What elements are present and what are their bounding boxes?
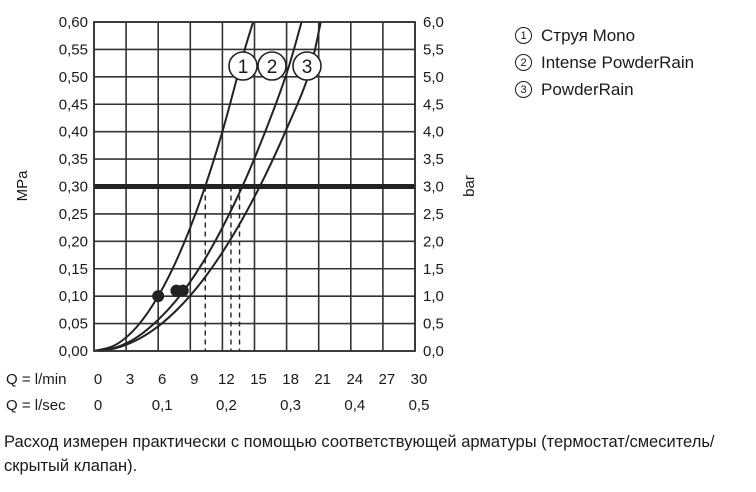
y-right-tick-label: 6,0 bbox=[423, 14, 444, 31]
series-number-marker bbox=[257, 51, 287, 81]
series-3 bbox=[94, 22, 322, 351]
legend-item: 2 Intense PowderRain bbox=[515, 49, 694, 76]
y-left-tick-label: 0,50 bbox=[59, 69, 88, 86]
x-lmin-tick-label: 3 bbox=[126, 371, 134, 388]
x-lmin-tick-label: 18 bbox=[282, 371, 299, 388]
x-lsec-tick-label: 0,5 bbox=[409, 397, 430, 414]
y-right-tick-label: 4,5 bbox=[423, 96, 444, 113]
y-left-tick-label: 0,35 bbox=[59, 151, 88, 168]
y-right-tick-label: 5,5 bbox=[423, 41, 444, 58]
x-lmin-tick-label: 24 bbox=[346, 371, 363, 388]
x-lmin-tick-label: 15 bbox=[250, 371, 267, 388]
y-right-axis-label: bar bbox=[461, 175, 478, 197]
series-number-marker bbox=[292, 51, 322, 81]
y-left-tick-label: 0,00 bbox=[59, 343, 88, 360]
series-2 bbox=[94, 22, 303, 351]
y-right-tick-label: 5,0 bbox=[423, 69, 444, 86]
y-left-tick-label: 0,05 bbox=[59, 316, 88, 333]
series-operating-point bbox=[152, 290, 165, 303]
y-right-tick-label: 0,0 bbox=[423, 343, 444, 360]
x-lmin-tick-label: 6 bbox=[158, 371, 166, 388]
x-lmin-tick-label: 30 bbox=[411, 371, 428, 388]
x-lsec-tick-label: 0,3 bbox=[280, 397, 301, 414]
legend-marker: 2 bbox=[515, 54, 532, 71]
chart-caption: Расход измерен практически с помощью соо… bbox=[4, 433, 715, 475]
x-lsec-tick-label: 0 bbox=[94, 397, 102, 414]
series-number-marker bbox=[228, 51, 258, 81]
y-right-tick-label: 3,0 bbox=[423, 179, 444, 196]
series-number-label: 2 bbox=[267, 57, 278, 78]
y-right-tick-label: 0,5 bbox=[423, 316, 444, 333]
series-line bbox=[94, 22, 303, 351]
y-left-tick-label: 0,15 bbox=[59, 261, 88, 278]
y-left-tick-label: 0,45 bbox=[59, 96, 88, 113]
x-lmin-tick-label: 27 bbox=[379, 371, 396, 388]
y-left-tick-label: 0,60 bbox=[59, 14, 88, 31]
x-lmin-tick-label: 9 bbox=[190, 371, 198, 388]
tick-labels: 0,000,050,100,150,200,250,300,350,400,45… bbox=[6, 14, 478, 414]
legend-label: Intense PowderRain bbox=[541, 52, 695, 72]
chart-axes bbox=[93, 21, 416, 352]
y-left-tick-label: 0,55 bbox=[59, 41, 88, 58]
series-number-label: 1 bbox=[238, 57, 249, 78]
y-right-tick-label: 1,0 bbox=[423, 288, 444, 305]
x-lmin-tick-label: 12 bbox=[218, 371, 235, 388]
legend: 1 Струя Mono 2 Intense PowderRain 3 Powd… bbox=[515, 22, 694, 103]
plot-frame bbox=[93, 21, 416, 352]
legend-item: 3 PowderRain bbox=[515, 76, 694, 103]
x-lsec-tick-label: 0,2 bbox=[216, 397, 237, 414]
x-lsec-tick-label: 0,1 bbox=[152, 397, 173, 414]
x-lsec-tick-label: 0,4 bbox=[344, 397, 365, 414]
y-right-tick-label: 1,5 bbox=[423, 261, 444, 278]
x-lsec-axis-label: Q = l/sec bbox=[6, 397, 66, 414]
y-left-tick-label: 0,10 bbox=[59, 288, 88, 305]
y-left-tick-label: 0,30 bbox=[59, 179, 88, 196]
legend-item: 1 Струя Mono bbox=[515, 22, 694, 49]
y-left-axis-label: MPa bbox=[14, 170, 31, 202]
y-right-tick-label: 2,5 bbox=[423, 206, 444, 223]
x-lmin-axis-label: Q = l/min bbox=[6, 371, 66, 388]
y-right-tick-label: 4,0 bbox=[423, 124, 444, 141]
y-right-tick-label: 2,0 bbox=[423, 233, 444, 250]
legend-label: Струя Mono bbox=[541, 25, 636, 45]
series-operating-point bbox=[176, 284, 189, 297]
series-number-label: 3 bbox=[302, 57, 313, 78]
series-line bbox=[94, 22, 322, 351]
y-left-tick-label: 0,20 bbox=[59, 233, 88, 250]
x-lmin-tick-label: 21 bbox=[314, 371, 331, 388]
y-right-tick-label: 3,5 bbox=[423, 151, 444, 168]
x-lmin-tick-label: 0 bbox=[94, 371, 102, 388]
legend-marker: 3 bbox=[515, 81, 532, 98]
y-left-tick-label: 0,25 bbox=[59, 206, 88, 223]
legend-label: PowderRain bbox=[541, 79, 634, 99]
legend-marker: 1 bbox=[515, 27, 532, 44]
y-left-tick-label: 0,40 bbox=[59, 124, 88, 141]
